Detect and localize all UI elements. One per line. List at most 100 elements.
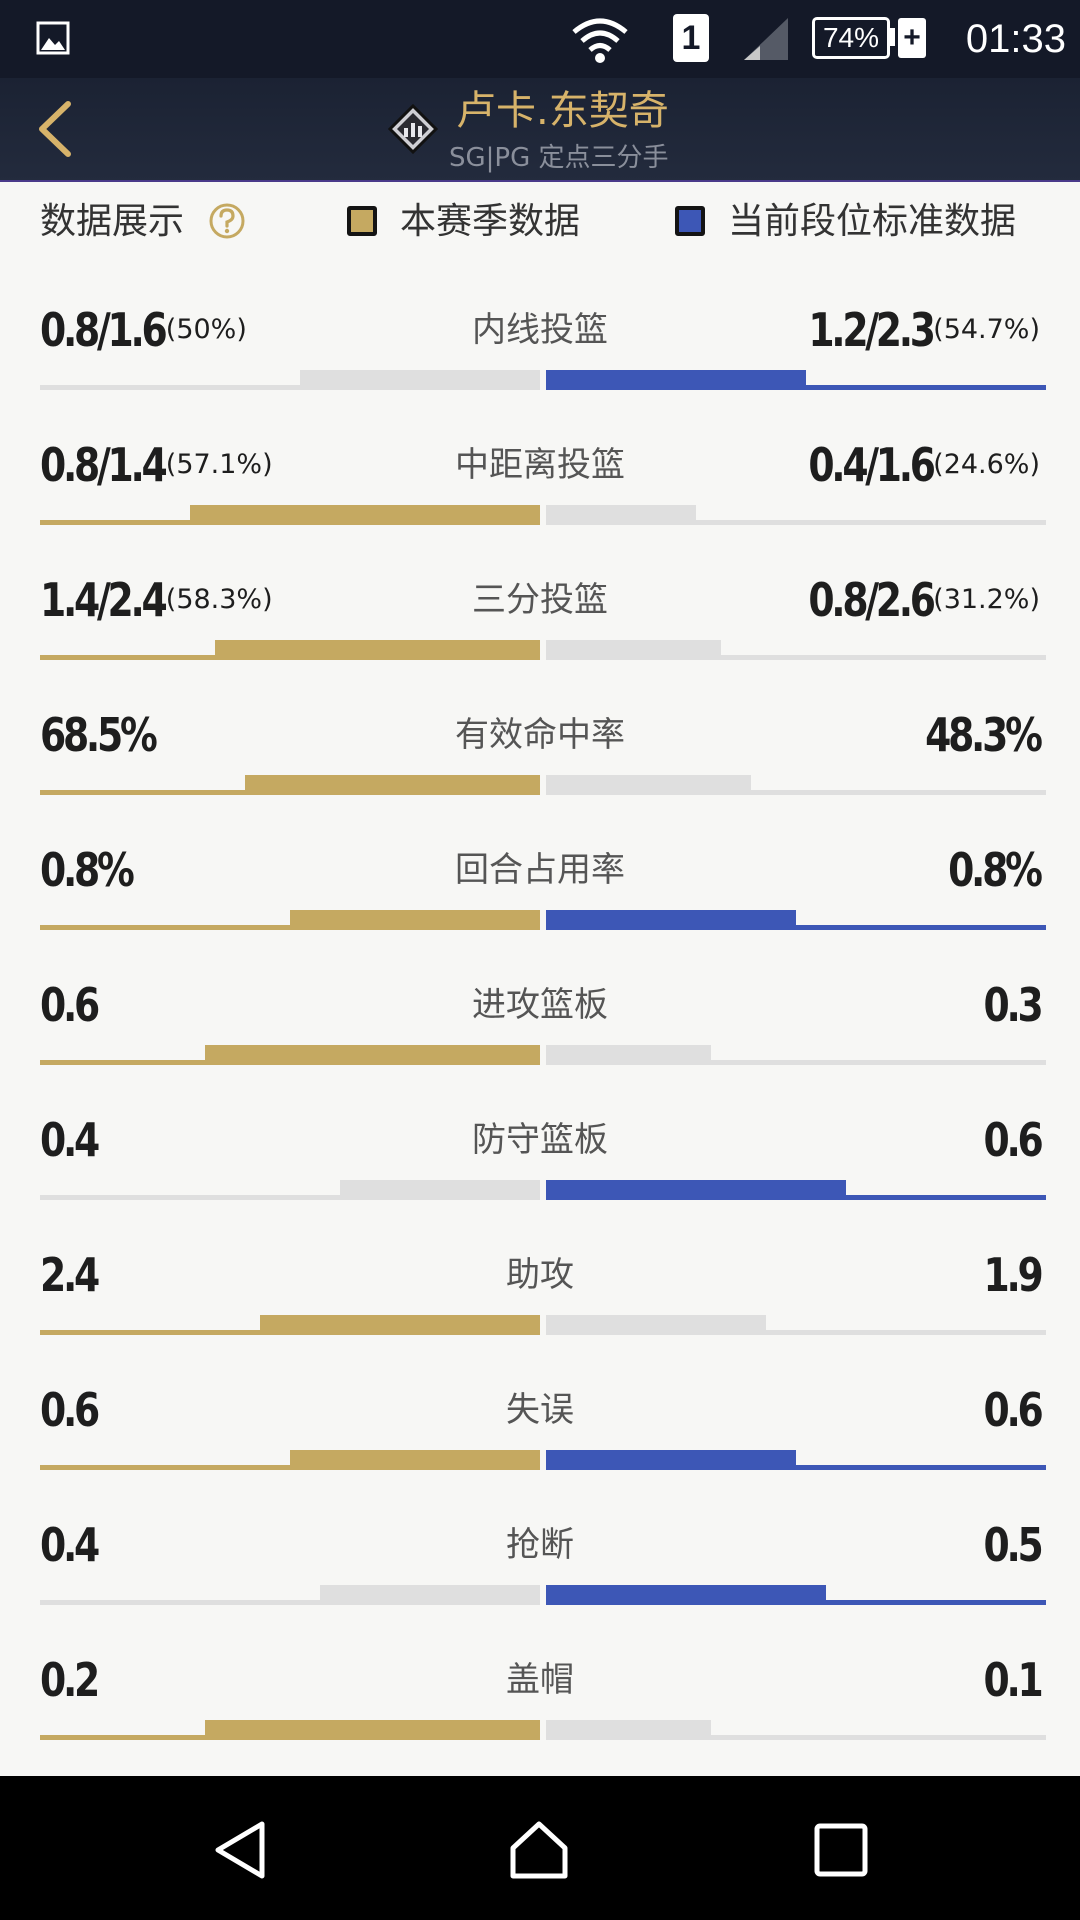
season-bar <box>215 640 540 660</box>
season-bar-track <box>40 385 540 390</box>
season-legend-swatch <box>347 206 377 236</box>
standard-bar-track <box>546 925 1046 930</box>
help-icon[interactable] <box>208 202 246 240</box>
season-value: 0.4 <box>40 1518 100 1572</box>
stat-row: 1.4/2.4(58.3%) 三分投篮 0.8/2.6(31.2%) <box>0 540 1080 675</box>
stat-row: 0.4 抢断 0.5 <box>0 1485 1080 1620</box>
season-value: 0.8/1.6(50%) <box>40 303 247 357</box>
standard-bar <box>546 1315 766 1335</box>
season-bar <box>340 1180 540 1200</box>
stat-row: 0.4 防守篮板 0.6 <box>0 1080 1080 1215</box>
season-value: 68.5% <box>40 708 158 762</box>
season-value: 2.4 <box>40 1248 100 1302</box>
standard-value: 0.6 <box>983 1383 1043 1437</box>
stat-row: 68.5% 有效命中率 48.3% <box>0 675 1080 810</box>
standard-bar <box>546 775 751 795</box>
standard-bar <box>546 1720 711 1740</box>
season-bar <box>245 775 540 795</box>
standard-bar <box>546 640 721 660</box>
standard-bar <box>546 1450 796 1470</box>
season-bar <box>260 1315 540 1335</box>
nav-recent-icon[interactable] <box>811 1820 871 1880</box>
standard-value: 1.9 <box>983 1248 1043 1302</box>
season-bar-track <box>40 1600 540 1605</box>
stat-label: 有效命中率 <box>455 715 625 755</box>
season-value: 0.6 <box>40 978 100 1032</box>
gallery-icon <box>36 21 70 55</box>
nav-home-icon[interactable] <box>509 1820 569 1880</box>
stat-row: 0.8/1.4(57.1%) 中距离投篮 0.4/1.6(24.6%) <box>0 405 1080 540</box>
stat-label: 抢断 <box>506 1525 574 1565</box>
stat-label: 进攻篮板 <box>472 985 608 1025</box>
stat-label: 回合占用率 <box>455 850 625 890</box>
stat-label: 防守篮板 <box>472 1120 608 1160</box>
signal-icon <box>744 18 788 60</box>
stat-row: 2.4 助攻 1.9 <box>0 1215 1080 1350</box>
season-value: 0.8/1.4(57.1%) <box>40 438 273 492</box>
stat-label: 内线投篮 <box>472 310 608 350</box>
standard-bar-track <box>546 1465 1046 1470</box>
standard-bar-track <box>546 1330 1046 1335</box>
stat-row: 0.8/1.6(50%) 内线投篮 1.2/2.3(54.7%) <box>0 270 1080 405</box>
season-bar <box>205 1045 540 1065</box>
charging-icon: + <box>898 18 926 58</box>
standard-value: 0.1 <box>983 1653 1043 1707</box>
season-bar <box>290 1450 540 1470</box>
stat-label: 中距离投篮 <box>455 445 625 485</box>
season-bar-track <box>40 1195 540 1200</box>
battery-icon: 74% <box>812 17 890 59</box>
player-name: 卢卡.东契奇 <box>456 88 669 134</box>
standard-value: 0.6 <box>983 1113 1043 1167</box>
nav-back-icon[interactable] <box>212 1820 272 1880</box>
stat-label: 盖帽 <box>506 1660 574 1700</box>
season-bar <box>190 505 540 525</box>
standard-value: 0.8% <box>948 843 1044 897</box>
season-value: 0.4 <box>40 1113 100 1167</box>
standard-value: 0.4/1.6(24.6%) <box>808 438 1040 492</box>
app-header <box>0 78 1080 182</box>
sim-indicator: 1 <box>673 14 709 62</box>
standard-legend-label: 当前段位标准数据 <box>728 201 1017 242</box>
status-bar: 1 74% + 01:33 <box>0 0 1080 78</box>
header-divider <box>0 180 1080 182</box>
battery-tip <box>890 28 895 46</box>
stat-row: 0.6 失误 0.6 <box>0 1350 1080 1485</box>
season-value: 0.6 <box>40 1383 100 1437</box>
season-bar <box>205 1720 540 1740</box>
stat-label: 助攻 <box>506 1255 574 1295</box>
standard-bar <box>546 1045 711 1065</box>
season-value: 0.2 <box>40 1653 100 1707</box>
standard-value: 1.2/2.3(54.7%) <box>808 303 1040 357</box>
navigation-bar <box>0 1776 1080 1920</box>
standard-bar <box>546 1180 846 1200</box>
season-bar <box>320 1585 540 1605</box>
standard-bar-track <box>546 1735 1046 1740</box>
standard-bar <box>546 370 806 390</box>
player-role: SG|PG 定点三分手 <box>449 143 669 173</box>
stat-label: 失误 <box>506 1390 574 1430</box>
standard-value: 0.3 <box>983 978 1043 1032</box>
data-display-title: 数据展示 <box>40 201 185 242</box>
stat-row: 0.6 进攻篮板 0.3 <box>0 945 1080 1080</box>
standard-bar-track <box>546 655 1046 660</box>
season-legend-label: 本赛季数据 <box>400 201 581 242</box>
standard-bar-track <box>546 1060 1046 1065</box>
stat-row: 0.2 盖帽 0.1 <box>0 1620 1080 1755</box>
standard-bar-track <box>546 790 1046 795</box>
season-value: 1.4/2.4(58.3%) <box>40 573 273 627</box>
standard-legend-swatch <box>675 206 705 236</box>
wifi-icon <box>572 18 628 63</box>
standard-value: 0.8/2.6(31.2%) <box>808 573 1040 627</box>
standard-value: 48.3% <box>925 708 1044 762</box>
season-bar <box>300 370 540 390</box>
stat-label: 三分投篮 <box>472 580 608 620</box>
back-icon[interactable] <box>30 96 80 162</box>
standard-value: 0.5 <box>983 1518 1043 1572</box>
standard-bar-track <box>546 520 1046 525</box>
rank-icon <box>388 104 438 154</box>
stat-row: 0.8% 回合占用率 0.8% <box>0 810 1080 945</box>
clock: 01:33 <box>965 17 1066 61</box>
standard-bar <box>546 505 696 525</box>
standard-bar <box>546 1585 826 1605</box>
season-value: 0.8% <box>40 843 135 897</box>
